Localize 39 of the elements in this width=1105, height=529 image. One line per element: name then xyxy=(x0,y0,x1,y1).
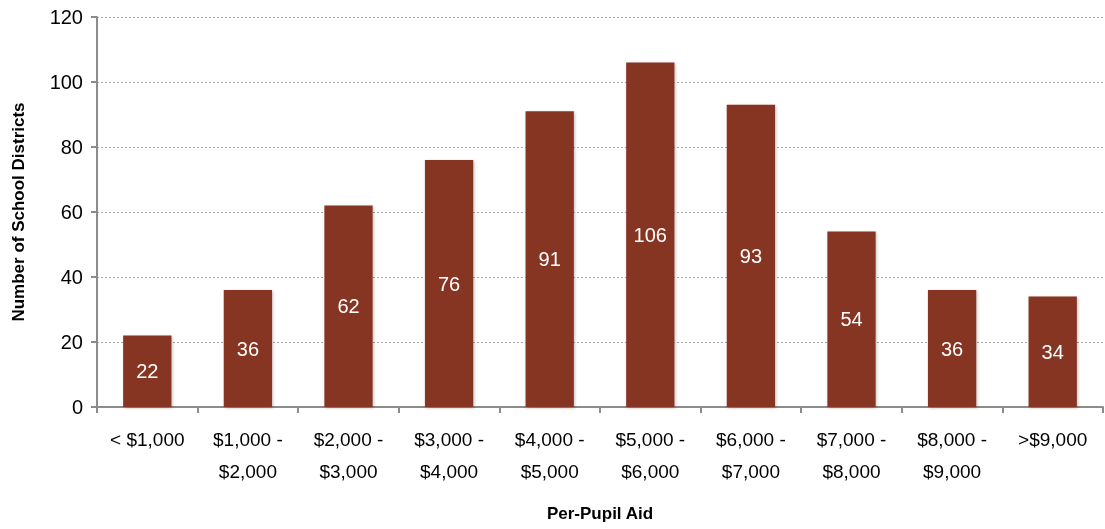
y-axis-title: Number of School Districts xyxy=(9,102,28,322)
bar xyxy=(626,62,675,407)
x-tick-label: >$9,000 xyxy=(1018,428,1088,450)
data-label: 34 xyxy=(1041,340,1064,363)
x-tick-label: $6,000 - $7,000 xyxy=(716,428,786,482)
bar xyxy=(827,231,876,407)
x-tick-label: $5,000 - $6,000 xyxy=(615,428,686,482)
x-tick-label: $4,000 - $5,000 xyxy=(514,428,585,482)
bar xyxy=(424,160,474,407)
x-tick-label: $8,000 - $9,000 xyxy=(917,428,987,482)
x-tick-label: $7,000 - $8,000 xyxy=(816,428,887,482)
data-label: 91 xyxy=(538,248,561,271)
x-tick-label: $1,000 - $2,000 xyxy=(213,428,283,482)
bar xyxy=(223,290,273,407)
bar xyxy=(123,335,172,407)
y-tick-label: 20 xyxy=(60,331,83,353)
data-label: 93 xyxy=(739,244,763,267)
x-tick-label: $3,000 - $4,000 xyxy=(414,428,484,482)
bar xyxy=(726,104,776,407)
data-label: 106 xyxy=(633,223,667,246)
bar xyxy=(324,205,373,407)
x-axis-title: Per-Pupil Aid xyxy=(546,504,654,523)
data-label: 54 xyxy=(840,308,863,331)
y-tick-label: 100 xyxy=(49,71,83,93)
y-tick-label: 80 xyxy=(60,136,83,158)
data-label: 36 xyxy=(236,337,260,360)
bar xyxy=(927,290,977,407)
data-label: 22 xyxy=(136,360,159,383)
y-tick-label: 120 xyxy=(49,6,83,28)
bar xyxy=(525,111,574,407)
y-tick-label: 60 xyxy=(60,201,83,223)
x-tick-label: $2,000 - $3,000 xyxy=(313,428,384,482)
data-label: 62 xyxy=(337,295,360,318)
y-tick-label: 0 xyxy=(71,396,83,418)
x-tick-label: < $1,000 xyxy=(110,428,185,450)
data-label: 76 xyxy=(437,272,461,295)
bar xyxy=(1028,296,1077,407)
y-tick-label: 40 xyxy=(60,266,83,288)
data-label: 36 xyxy=(940,337,964,360)
